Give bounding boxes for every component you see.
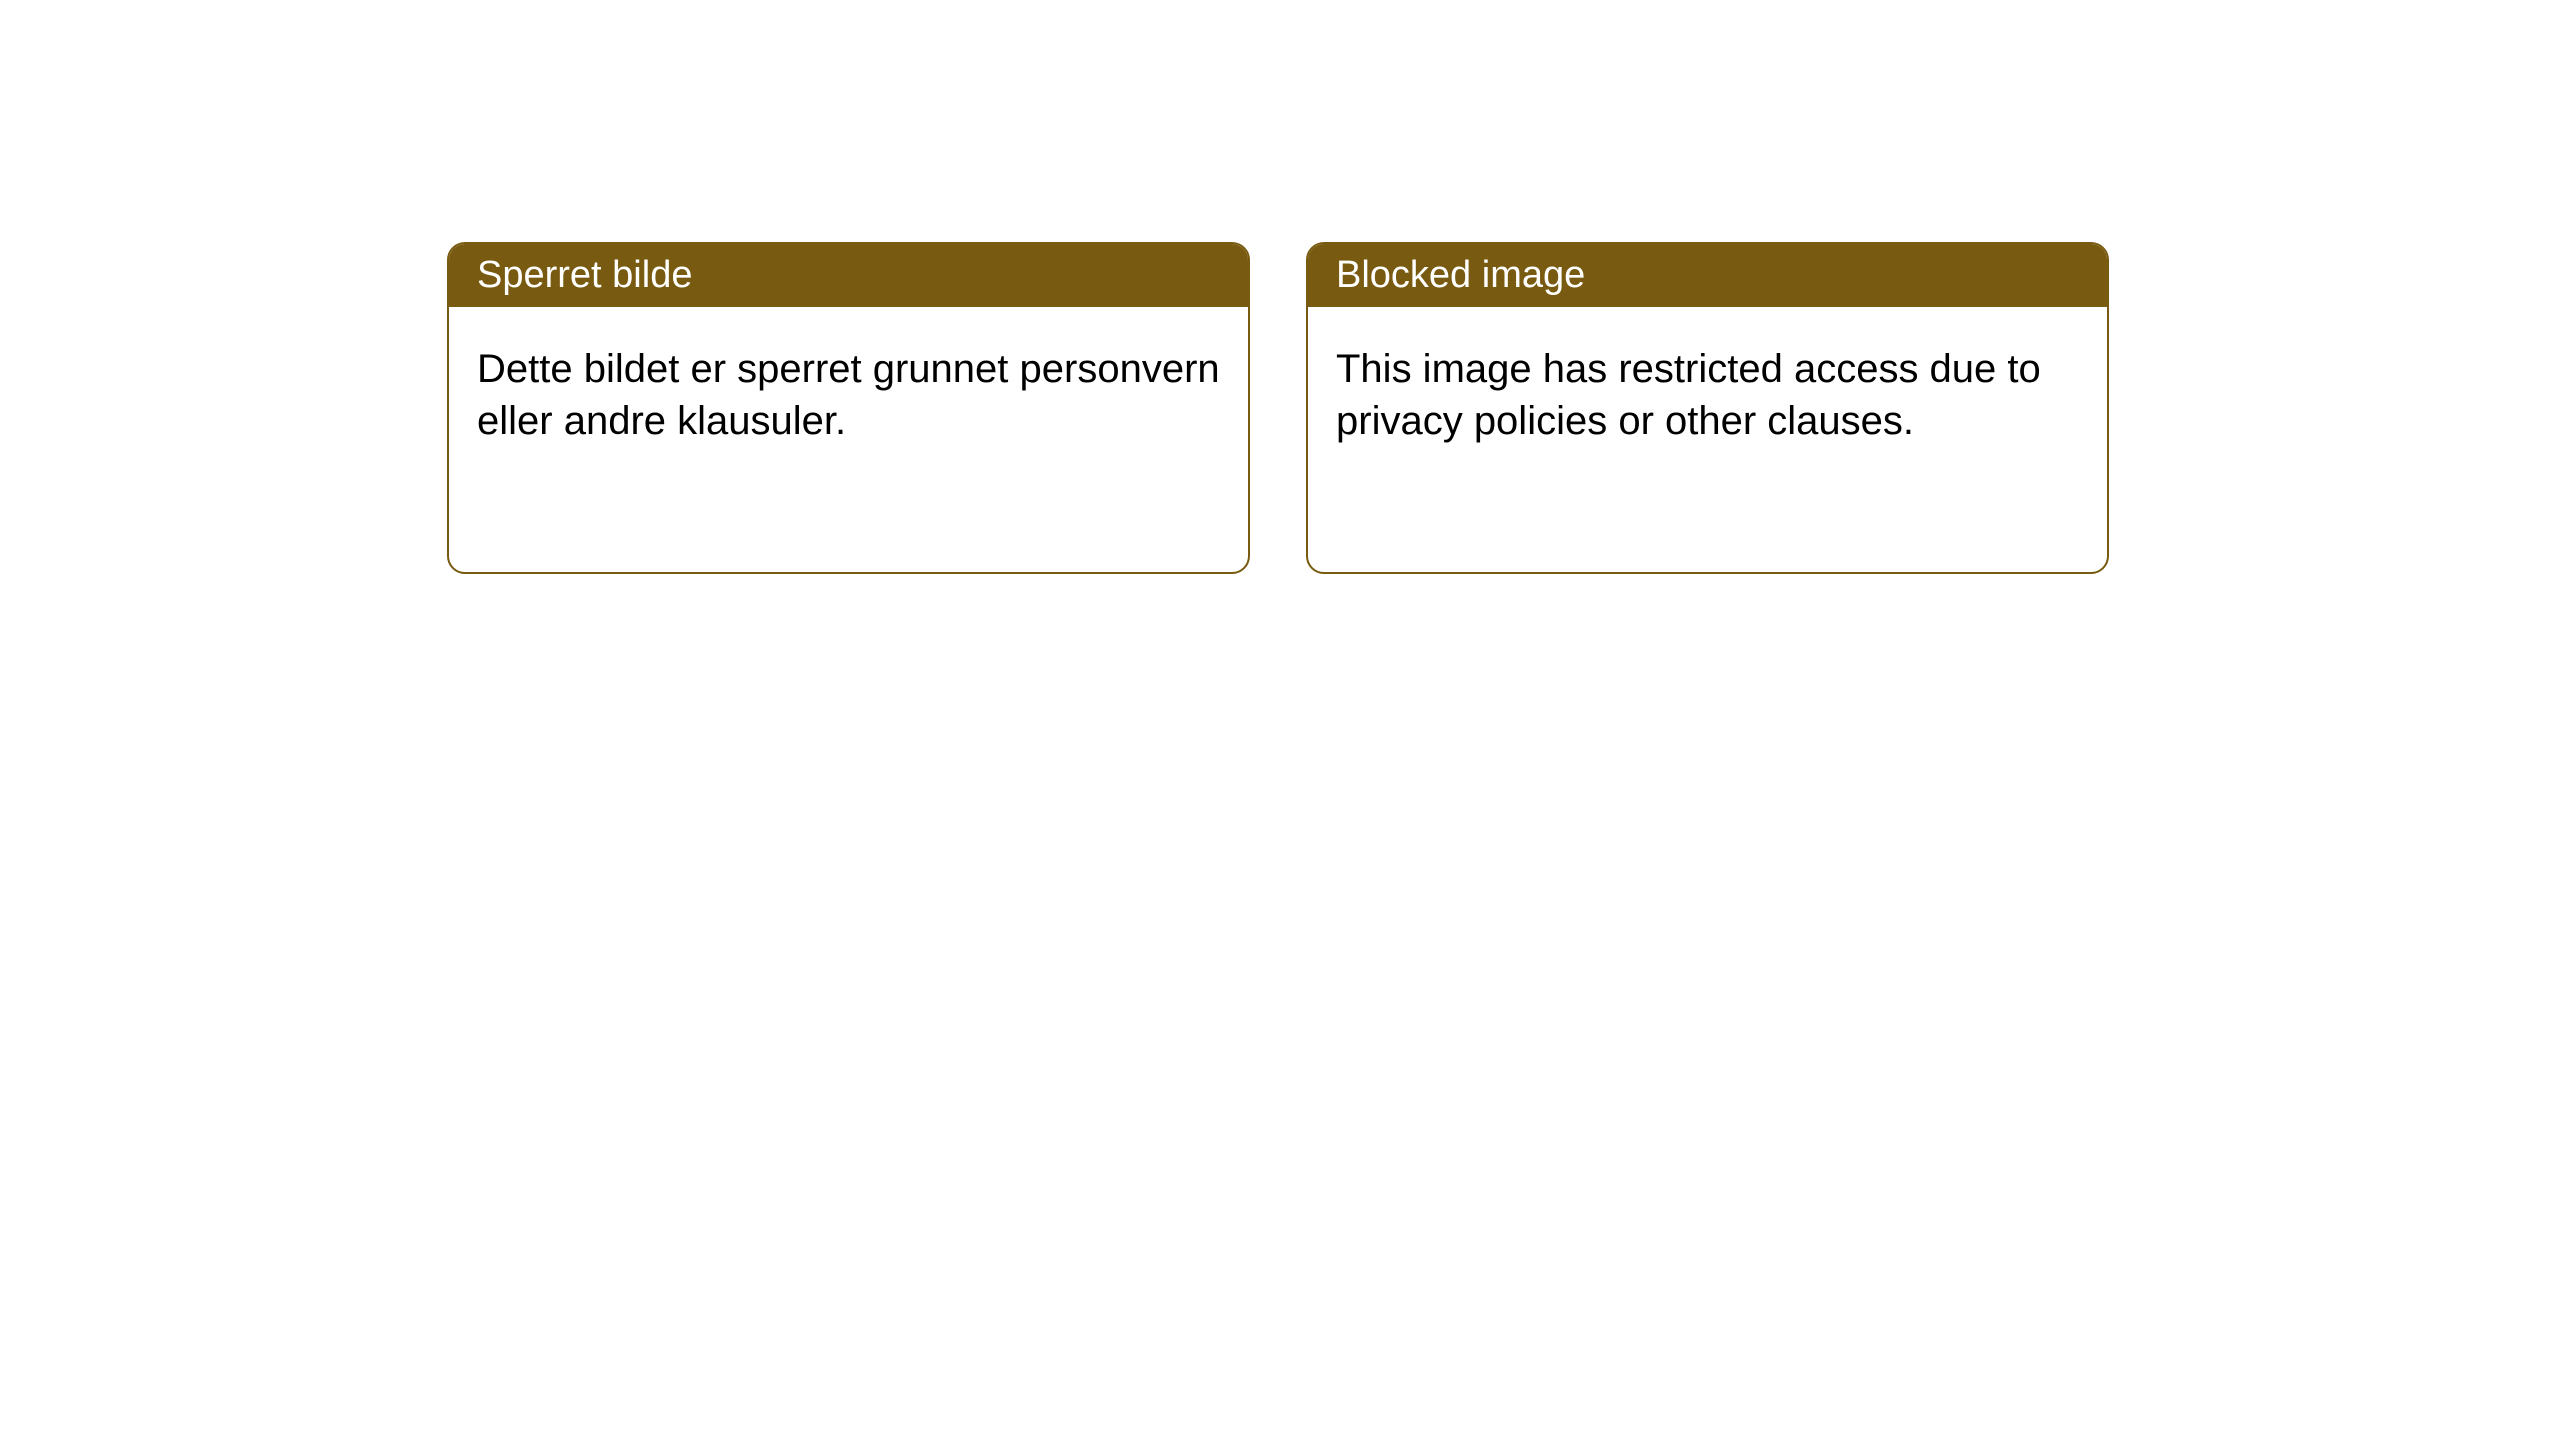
blocked-image-card-english: Blocked image This image has restricted …	[1306, 242, 2109, 574]
card-header: Sperret bilde	[449, 244, 1248, 307]
card-body: This image has restricted access due to …	[1308, 307, 2107, 483]
card-title: Blocked image	[1336, 254, 1585, 296]
card-header: Blocked image	[1308, 244, 2107, 307]
blocked-image-card-norwegian: Sperret bilde Dette bildet er sperret gr…	[447, 242, 1250, 574]
card-message: Dette bildet er sperret grunnet personve…	[477, 347, 1220, 443]
card-body: Dette bildet er sperret grunnet personve…	[449, 307, 1248, 483]
card-title: Sperret bilde	[477, 254, 692, 296]
notice-container: Sperret bilde Dette bildet er sperret gr…	[0, 0, 2560, 574]
card-message: This image has restricted access due to …	[1336, 347, 2041, 443]
